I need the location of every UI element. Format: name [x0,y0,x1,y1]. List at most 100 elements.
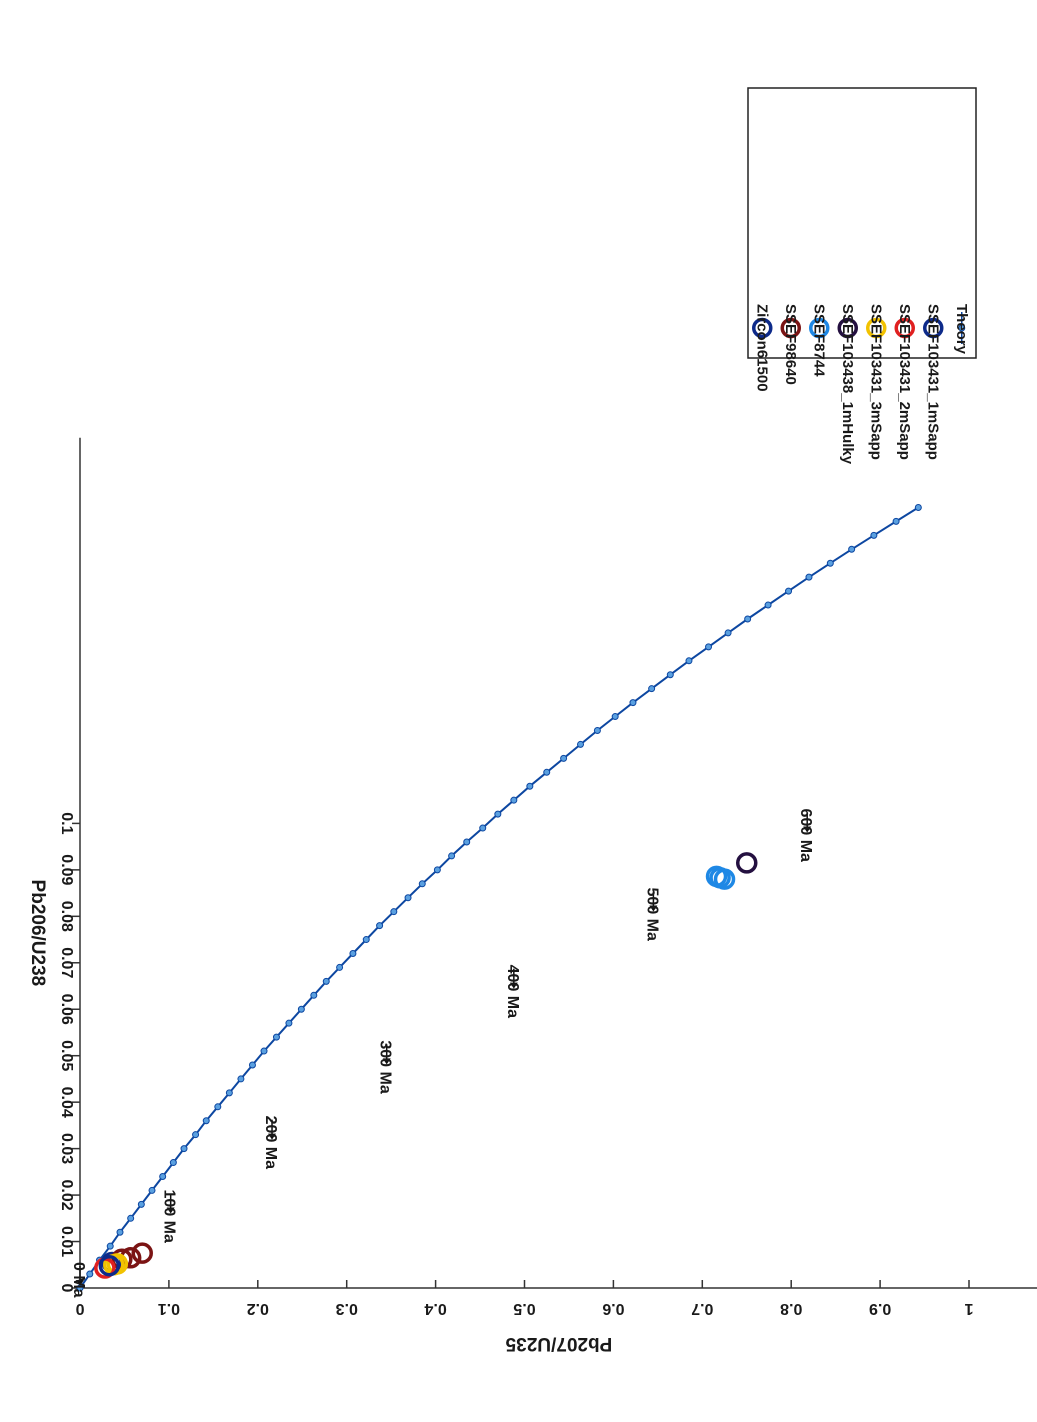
theory-point [526,782,534,790]
theory-point [666,671,674,679]
legend-marker [837,317,858,339]
theory-point [648,685,656,693]
theory-point [159,1172,167,1180]
age-marker-arrowhead [509,982,518,989]
theory-point [479,824,487,832]
theory-point [892,517,900,525]
x-tick-label: 0.6 [602,1300,624,1317]
legend-label: SSEF103431_1mSapp [924,304,941,460]
theory-curve-group [76,503,922,1292]
legend-marker [752,317,773,339]
legend: Theory SSEF103431_1mSapp SSEF103431_2mSapp… [747,87,977,465]
legend-label: SSEF103438_1mHulky [839,304,856,465]
age-marker-label: 400 Ma [504,965,521,1018]
theory-line [79,506,919,1289]
theory-point [448,852,456,860]
theory-point [260,1047,268,1055]
axes-group: 0 0.1 0.2 0.3 0.4 0.5 0.6 0.7 0.8 0.9 1 0 0.01 0.02 0.… [27,437,1037,1354]
legend-label: Theory [953,304,970,355]
legend-label: Zircon61500 [753,304,770,392]
x-tick-label: 0.9 [869,1300,891,1317]
y-tick-label: 0.09 [58,854,75,885]
theory-point [685,657,693,665]
theory-point [463,838,471,846]
theory-point [418,880,426,888]
x-tick-label: 0.1 [158,1300,180,1317]
age-marker-arrowhead [803,826,812,833]
theory-point [510,796,518,804]
theory-point [349,949,357,957]
theory-point [826,559,834,567]
age-markers-group: 0 Ma 100 Ma 200 Ma 300 Ma 400 Ma 500 Ma 600 Ma [70,809,814,1298]
y-tick-label: 0 [58,1284,75,1293]
theory-point [543,768,551,776]
y-tick-label: 0.01 [58,1226,75,1257]
y-tick-label: 0.1 [58,812,75,834]
y-tick-label: 0.06 [58,994,75,1025]
theory-point [169,1159,177,1167]
x-axis-label: Pb207/U235 [505,1333,612,1354]
theory-point [322,977,330,985]
theory-point [848,545,856,553]
legend-marker [780,317,801,339]
y-tick-label: 0.03 [58,1133,75,1164]
legend-theory-marker [958,324,966,332]
theory-point [225,1089,233,1097]
theory-point [237,1075,245,1083]
legend-label: SSEF98640 [782,304,799,385]
theory-point [404,894,412,902]
data-point-ssef98640 [131,1242,153,1264]
theory-point [148,1186,156,1194]
y-tick-label: 0.05 [58,1040,75,1071]
theory-point [376,922,384,930]
theory-point [611,713,619,721]
theory-point [433,866,441,874]
age-marker-arrowhead [268,1133,277,1140]
theory-point [785,587,793,595]
theory-point [137,1200,145,1208]
theory-point [202,1117,210,1125]
theory-point [272,1033,280,1041]
theory-point [127,1214,135,1222]
y-tick-label: 0.08 [58,901,75,932]
legend-marker [809,317,830,339]
theory-point [577,740,585,748]
data-points-group [94,852,758,1279]
age-marker-label: 500 Ma [643,888,660,941]
age-marker-label: 0 Ma [70,1262,87,1298]
y-tick-label: 0.02 [58,1180,75,1211]
theory-point [106,1242,114,1250]
theory-point [494,810,502,818]
data-point-ssef103438-1mhulky [736,852,758,874]
theory-point [724,629,732,637]
x-tick-label: 0.5 [513,1300,535,1317]
age-marker-label: 300 Ma [377,1040,394,1093]
data-point-ssef103431-1msapp [98,1254,121,1277]
theory-point [214,1103,222,1111]
age-marker-arrowhead [166,1207,175,1214]
legend-box [747,87,977,359]
theory-point [390,908,398,916]
theory-point [116,1228,124,1236]
legend-marker [894,317,915,339]
theory-point [764,601,772,609]
legend-label: SSEF103431_2mSapp [896,304,913,460]
legend-marker [866,317,887,339]
age-marker-arrowhead [382,1058,391,1065]
theory-point [285,1019,293,1027]
y-tick-label: 0.07 [58,947,75,978]
theory-point [192,1131,200,1139]
theory-point [705,643,713,651]
theory-point [593,726,601,734]
age-marker-label: 200 Ma [262,1116,279,1169]
theory-point [86,1270,94,1278]
age-marker-label: 600 Ma [797,809,814,862]
x-tick-label: 0 [75,1300,84,1317]
theory-point [248,1061,256,1069]
x-tick-label: 0.3 [335,1300,357,1317]
age-marker-label: 100 Ma [161,1190,178,1243]
x-tick-label: 1 [964,1300,973,1317]
legend-marker [923,317,944,339]
